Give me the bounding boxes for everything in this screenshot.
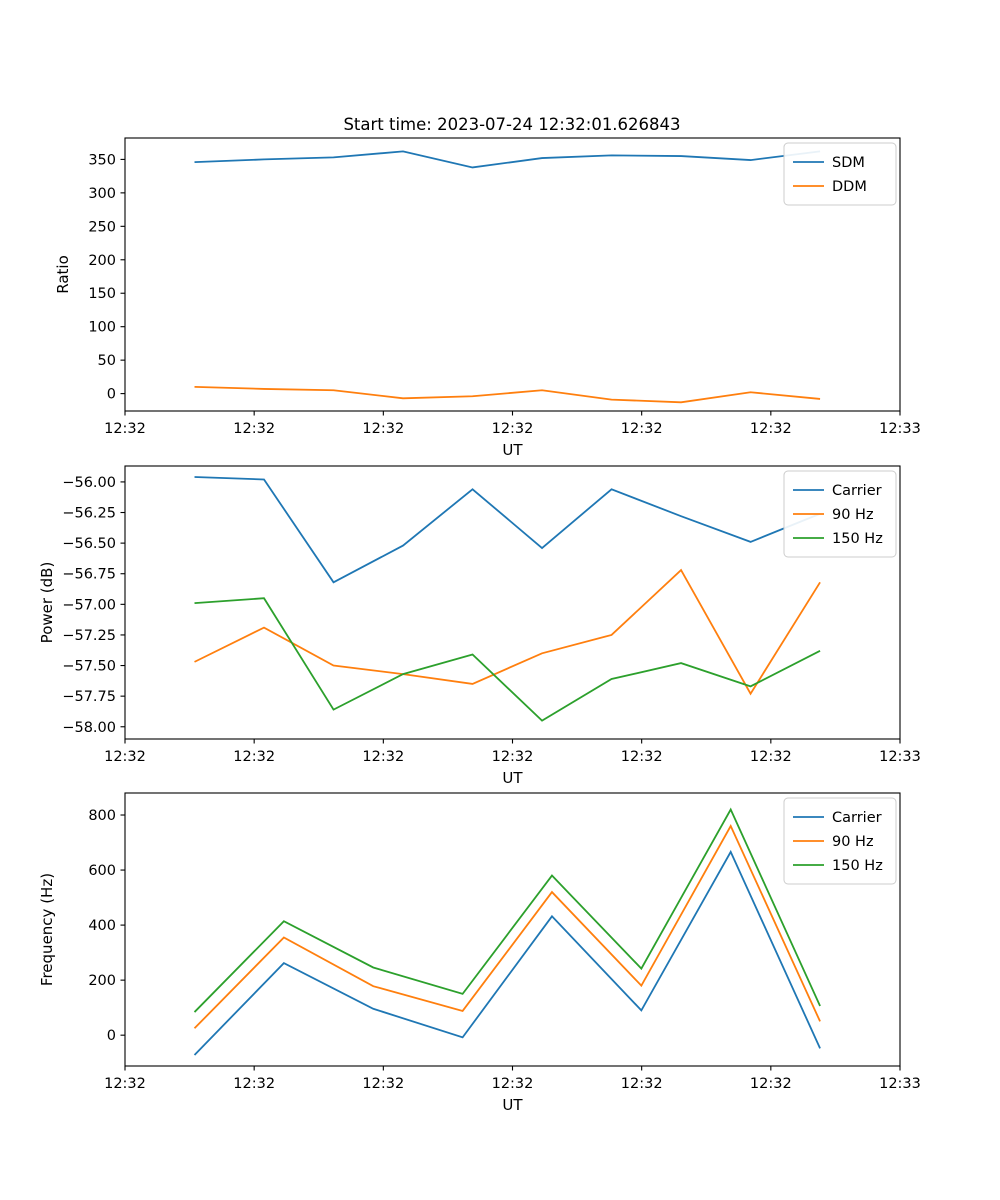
legend-label-sdm: SDM	[832, 155, 865, 171]
legend-box	[783, 142, 897, 206]
y-tick-label: −56.75	[62, 567, 116, 583]
legend-label-90-hz: 90 Hz	[832, 834, 874, 850]
y-tick-label: −57.00	[62, 597, 116, 613]
x-tick-label: 12:32	[750, 1076, 792, 1092]
y-tick-label: 350	[88, 152, 116, 168]
x-axis-label: UT	[502, 1096, 523, 1114]
series-line-ddm	[194, 386, 821, 404]
y-tick-label: −57.50	[62, 659, 116, 675]
y-tick-label: 200	[88, 973, 116, 989]
x-axis-label: UT	[502, 441, 523, 459]
y-axis-label: Power (dB)	[38, 562, 56, 644]
y-axis-label: Frequency (Hz)	[38, 873, 56, 986]
y-tick-label: 300	[88, 186, 116, 202]
x-tick-label: 12:32	[233, 1076, 275, 1092]
y-tick-label: −57.75	[62, 689, 116, 705]
x-tick-label: 12:32	[104, 421, 146, 437]
x-tick-label: 12:32	[621, 749, 663, 765]
series-line-150-hz	[194, 597, 821, 722]
y-axis-label: Ratio	[54, 255, 72, 294]
panel-bottom: 12:32 12:32 12:32 12:32 12:32 12:32 12:33 UT 0 20…	[38, 792, 921, 1114]
x-tick-label: 12:32	[492, 749, 534, 765]
y-tick-label: −56.25	[62, 506, 116, 522]
legend-label-150-hz: 150 Hz	[832, 531, 883, 547]
x-tick-label: 12:33	[879, 749, 921, 765]
x-axis-label: UT	[502, 769, 523, 787]
legend-label-carrier: Carrier	[832, 810, 882, 826]
x-tick-label: 12:32	[362, 421, 404, 437]
series-line-90-hz	[193, 824, 821, 1029]
x-tick-label: 12:32	[621, 421, 663, 437]
y-tick-label: 250	[88, 219, 116, 235]
x-tick-label: 12:32	[362, 1076, 404, 1092]
y-tick-label: 600	[88, 863, 116, 879]
x-tick-label: 12:33	[879, 421, 921, 437]
y-tick-label: 100	[88, 320, 116, 336]
y-tick-label: 0	[107, 387, 116, 403]
series-line-sdm	[194, 150, 821, 169]
x-tick-label: 12:32	[104, 749, 146, 765]
legend-bottom: Carrier 90 Hz 150 Hz	[783, 797, 897, 885]
panel-middle: 12:32 12:32 12:32 12:32 12:32 12:32 12:33 UT −56…	[38, 465, 921, 787]
y-tick-label: 200	[88, 253, 116, 269]
legend-box	[783, 470, 897, 558]
x-tick-label: 12:32	[750, 421, 792, 437]
series-line-90-hz	[194, 568, 821, 696]
x-tick-label: 12:32	[750, 749, 792, 765]
y-tick-label: 800	[88, 808, 116, 824]
series-line-150-hz	[193, 807, 821, 1013]
x-tick-label: 12:32	[362, 749, 404, 765]
y-tick-label: 50	[98, 353, 116, 369]
x-tick-label: 12:32	[492, 421, 534, 437]
legend-label-150-hz: 150 Hz	[832, 858, 883, 874]
series-line-carrier	[194, 476, 821, 584]
x-tick-label: 12:32	[233, 421, 275, 437]
x-tick-label: 12:32	[492, 1076, 534, 1092]
y-tick-label: 0	[107, 1028, 116, 1044]
x-tick-label: 12:32	[621, 1076, 663, 1092]
y-tick-label: −58.00	[62, 720, 116, 736]
legend-label-90-hz: 90 Hz	[832, 507, 874, 523]
x-tick-label: 12:33	[879, 1076, 921, 1092]
legend-top: SDM DDM	[783, 142, 897, 206]
x-tick-label: 12:32	[233, 749, 275, 765]
panel-top: 12:32 12:32 12:32 12:32 12:32 12:32 12:33 UT 0 50…	[54, 137, 921, 459]
y-tick-label: 150	[88, 286, 116, 302]
legend-label-ddm: DDM	[832, 179, 867, 195]
y-tick-label: −56.00	[62, 475, 116, 491]
x-tick-label: 12:32	[104, 1076, 146, 1092]
legend-label-carrier: Carrier	[832, 483, 882, 499]
legend-middle: Carrier 90 Hz 150 Hz	[783, 470, 897, 558]
y-tick-label: −56.50	[62, 536, 116, 552]
y-tick-label: 400	[88, 918, 116, 934]
legend-box	[783, 797, 897, 885]
figure-title: Start time: 2023-07-24 12:32:01.626843	[343, 115, 680, 134]
series-line-carrier	[193, 849, 821, 1056]
y-tick-label: −57.25	[62, 628, 116, 644]
